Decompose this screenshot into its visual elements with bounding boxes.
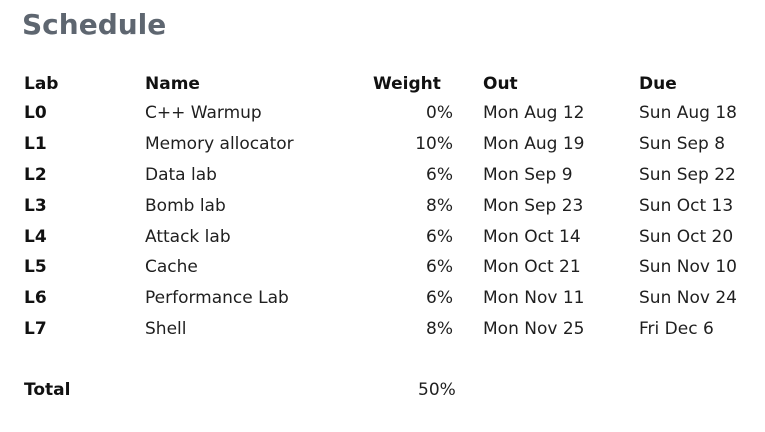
page-title: Schedule — [22, 8, 167, 41]
total-label: Total — [24, 380, 71, 400]
table-header-row: Lab Name Weight Out Due — [24, 70, 759, 98]
lab-weight: 6% — [426, 288, 453, 309]
lab-name: Attack lab — [145, 226, 231, 247]
lab-weight: 8% — [426, 318, 453, 339]
lab-out-date: Mon Sep 9 — [483, 164, 573, 185]
table-row: L2 Data lab 6% Mon Sep 9 Sun Sep 22 — [24, 160, 759, 191]
table-row: L1 Memory allocator 10% Mon Aug 19 Sun S… — [24, 129, 759, 160]
lab-id: L1 — [24, 134, 47, 155]
table-row: L5 Cache 6% Mon Oct 21 Sun Nov 10 — [24, 252, 759, 283]
lab-weight: 6% — [426, 164, 453, 185]
lab-id: L2 — [24, 164, 47, 185]
lab-weight: 10% — [415, 134, 453, 155]
lab-out-date: Mon Aug 12 — [483, 103, 585, 124]
lab-due-date: Sun Nov 10 — [639, 257, 737, 278]
lab-name: Performance Lab — [145, 288, 289, 309]
lab-weight: 8% — [426, 195, 453, 216]
total-weight: 50% — [418, 380, 456, 400]
lab-name: Shell — [145, 318, 187, 339]
header-lab: Lab — [24, 74, 59, 94]
table-row: L3 Bomb lab 8% Mon Sep 23 Sun Oct 13 — [24, 190, 759, 221]
header-name: Name — [145, 74, 200, 94]
table-row: L7 Shell 8% Mon Nov 25 Fri Dec 6 — [24, 314, 759, 345]
lab-id: L4 — [24, 226, 47, 247]
lab-weight: 6% — [426, 257, 453, 278]
lab-due-date: Sun Sep 8 — [639, 134, 726, 155]
lab-id: L0 — [24, 103, 47, 124]
lab-out-date: Mon Oct 21 — [483, 257, 581, 278]
lab-name: Memory allocator — [145, 134, 294, 155]
lab-name: Data lab — [145, 164, 217, 185]
lab-due-date: Sun Oct 20 — [639, 226, 734, 247]
lab-due-date: Fri Dec 6 — [639, 318, 714, 339]
lab-weight: 6% — [426, 226, 453, 247]
lab-out-date: Mon Aug 19 — [483, 134, 585, 155]
lab-id: L6 — [24, 288, 47, 309]
lab-id: L7 — [24, 318, 47, 339]
header-weight: Weight — [373, 74, 441, 94]
schedule-table: Lab Name Weight Out Due L0 C++ Warmup 0%… — [24, 70, 759, 344]
lab-out-date: Mon Nov 11 — [483, 288, 585, 309]
lab-due-date: Sun Aug 18 — [639, 103, 737, 124]
lab-name: C++ Warmup — [145, 103, 262, 124]
lab-id: L3 — [24, 195, 47, 216]
header-due: Due — [639, 74, 677, 94]
header-out: Out — [483, 74, 518, 94]
lab-name: Bomb lab — [145, 195, 226, 216]
lab-due-date: Sun Sep 22 — [639, 164, 736, 185]
lab-due-date: Sun Oct 13 — [639, 195, 734, 216]
lab-id: L5 — [24, 257, 47, 278]
lab-out-date: Mon Nov 25 — [483, 318, 585, 339]
lab-weight: 0% — [426, 103, 453, 124]
lab-out-date: Mon Oct 14 — [483, 226, 581, 247]
table-row: L6 Performance Lab 6% Mon Nov 11 Sun Nov… — [24, 283, 759, 314]
lab-out-date: Mon Sep 23 — [483, 195, 584, 216]
lab-due-date: Sun Nov 24 — [639, 288, 737, 309]
table-row: L0 C++ Warmup 0% Mon Aug 12 Sun Aug 18 — [24, 98, 759, 129]
table-row: L4 Attack lab 6% Mon Oct 14 Sun Oct 20 — [24, 221, 759, 252]
lab-name: Cache — [145, 257, 198, 278]
